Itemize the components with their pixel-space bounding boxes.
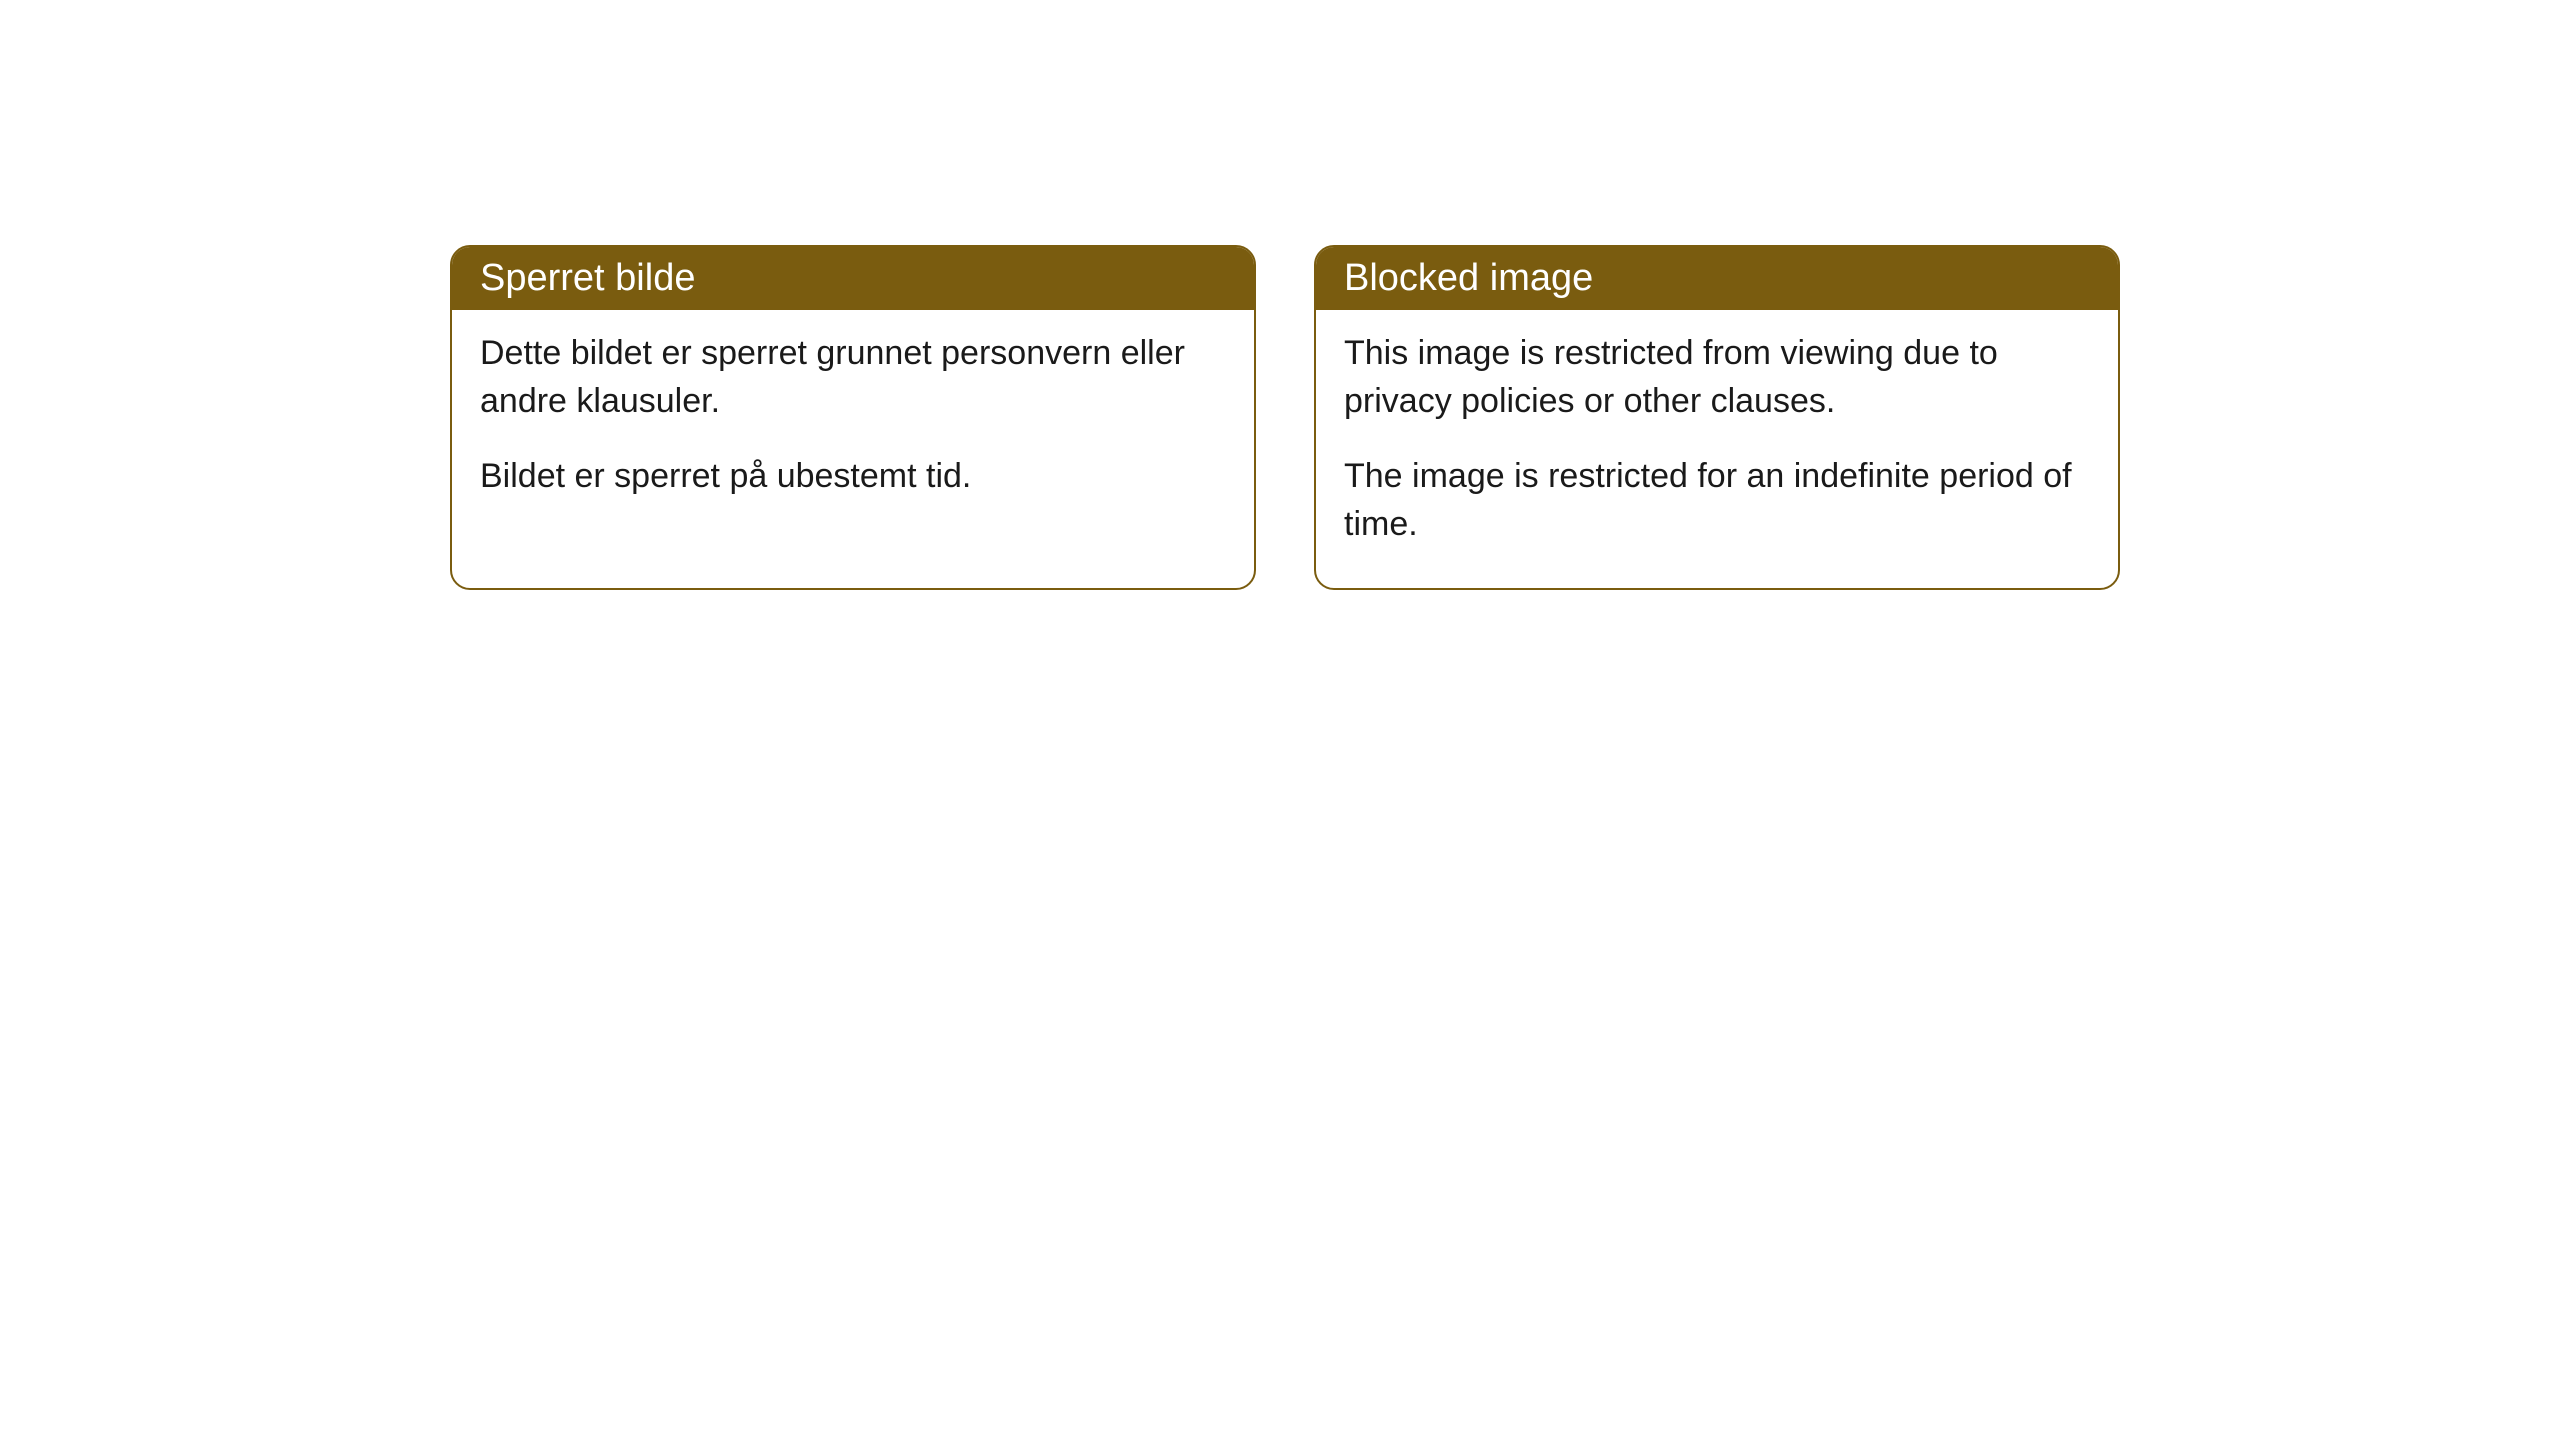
card-paragraph: Bildet er sperret på ubestemt tid. bbox=[480, 453, 1226, 501]
card-body: This image is restricted from viewing du… bbox=[1316, 310, 2118, 588]
card-paragraph: The image is restricted for an indefinit… bbox=[1344, 453, 2090, 548]
card-paragraph: Dette bildet er sperret grunnet personve… bbox=[480, 330, 1226, 425]
card-body: Dette bildet er sperret grunnet personve… bbox=[452, 310, 1254, 541]
blocked-image-card-norwegian: Sperret bilde Dette bildet er sperret gr… bbox=[450, 245, 1256, 590]
card-header: Blocked image bbox=[1316, 247, 2118, 310]
blocked-image-card-english: Blocked image This image is restricted f… bbox=[1314, 245, 2120, 590]
notice-container: Sperret bilde Dette bildet er sperret gr… bbox=[450, 245, 2120, 590]
card-header: Sperret bilde bbox=[452, 247, 1254, 310]
card-paragraph: This image is restricted from viewing du… bbox=[1344, 330, 2090, 425]
